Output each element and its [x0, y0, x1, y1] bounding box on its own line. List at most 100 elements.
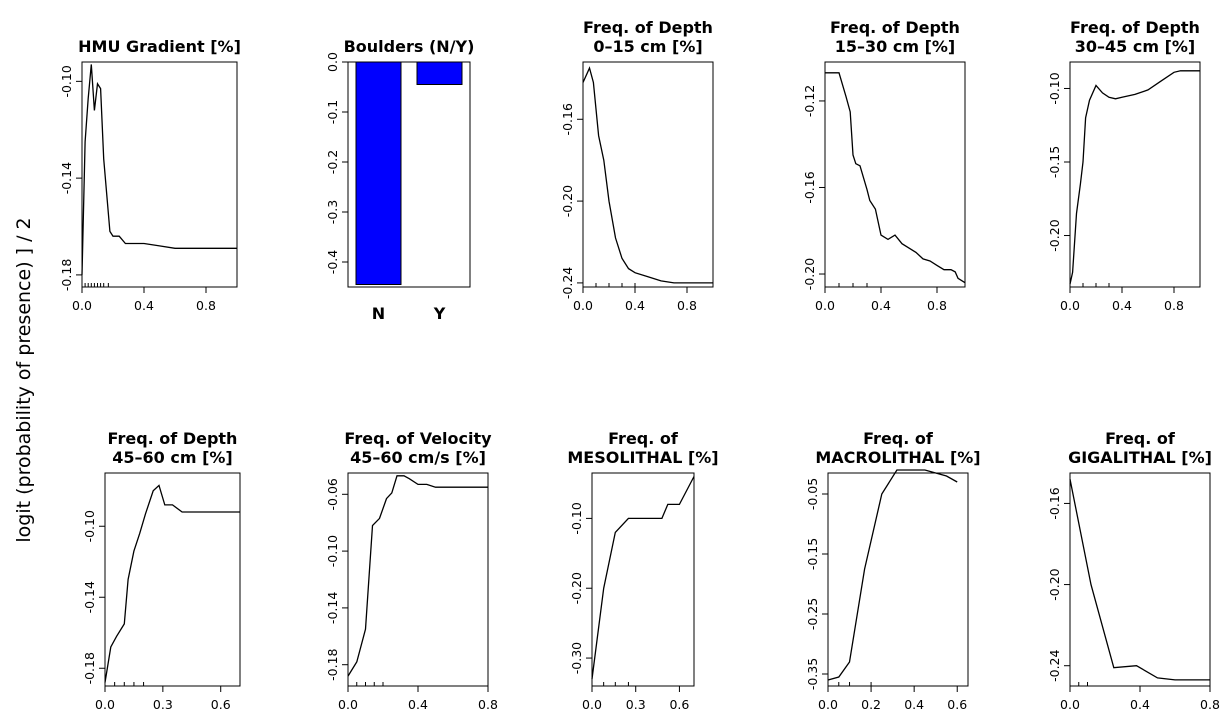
- series-line: [582, 66, 713, 284]
- y-tick-label: -0.20: [802, 258, 817, 290]
- plot-frame: [347, 61, 471, 288]
- x-tick-label: 0.0: [1060, 298, 1080, 313]
- x-tick-label: 0.0: [1060, 697, 1080, 712]
- x-tick-label: 0.4: [1112, 298, 1132, 313]
- y-tick-label: -0.12: [802, 85, 817, 117]
- x-tick-label: 0.4: [625, 298, 645, 313]
- bar: [416, 61, 463, 85]
- y-tick-label: -0.18: [82, 652, 97, 684]
- y-tick-label: -0.10: [59, 65, 74, 97]
- x-tick-label: 0.8: [1164, 298, 1184, 313]
- chart-title: 45–60 cm/s [%]: [350, 448, 486, 467]
- y-tick-label: -0.14: [59, 162, 74, 194]
- y-tick-label: -0.10: [569, 502, 584, 534]
- chart-title: 0–15 cm [%]: [593, 37, 702, 56]
- series-line: [825, 72, 966, 284]
- plot-frame: [104, 472, 241, 687]
- y-tick-label: -0.2: [325, 150, 340, 174]
- x-tick-label: 0.4: [134, 298, 154, 313]
- x-tick-label: 0.0: [338, 697, 358, 712]
- panel-1: HMU Gradient [%] -0.10 -0.14 -0.18 0.0 0.4 0.8: [59, 37, 241, 313]
- x-tick-label: 0.8: [677, 298, 697, 313]
- x-tick-label: 0.0: [582, 697, 602, 712]
- series-line: [1069, 478, 1210, 681]
- x-tick-label: 0.6: [669, 697, 689, 712]
- chart-title: GIGALITHAL [%]: [1068, 448, 1212, 467]
- y-tick-label: -0.16: [1047, 487, 1062, 519]
- x-tick-label: 0.4: [408, 697, 428, 712]
- chart-title: Freq. of Depth: [108, 429, 238, 448]
- y-tick-label: -0.10: [82, 510, 97, 542]
- y-tick-label: -0.06: [325, 478, 340, 510]
- y-tick-label: -0.14: [82, 581, 97, 613]
- chart-title: MESOLITHAL [%]: [567, 448, 718, 467]
- plot-frame: [824, 61, 966, 288]
- y-tick-label: -0.16: [560, 103, 575, 135]
- x-tick-label: 0.2: [861, 697, 881, 712]
- category-label: N: [372, 304, 385, 323]
- y-tick-label: -0.05: [805, 478, 820, 510]
- y-tick-label: 0.0: [325, 52, 340, 72]
- series-line: [347, 475, 488, 677]
- x-tick-label: 0.0: [72, 298, 92, 313]
- series-line: [827, 469, 958, 681]
- x-tick-label: 0.8: [196, 298, 216, 313]
- y-tick-label: -0.3: [325, 200, 340, 224]
- y-tick-label: -0.14: [325, 592, 340, 624]
- x-tick-label: 0.3: [153, 697, 173, 712]
- chart-title: Freq. of Depth: [830, 18, 960, 37]
- x-tick-label: 0.4: [1130, 697, 1150, 712]
- chart-title: Freq. of: [608, 429, 679, 448]
- category-label: Y: [433, 304, 446, 323]
- y-tick-label: -0.16: [802, 171, 817, 203]
- series-line: [1069, 70, 1200, 285]
- chart-title: Freq. of Velocity: [344, 429, 492, 448]
- x-tick-label: 0.4: [904, 697, 924, 712]
- chart-title: 15–30 cm [%]: [835, 37, 955, 56]
- y-tick-label: -0.20: [1047, 219, 1062, 251]
- x-tick-label: 0.0: [573, 298, 593, 313]
- y-tick-label: -0.24: [560, 267, 575, 299]
- series-line: [104, 484, 240, 683]
- x-tick-label: 0.0: [818, 697, 838, 712]
- x-tick-label: 0.6: [947, 697, 967, 712]
- figure-ylabel: logit (probability of presence) ] / 2: [13, 217, 35, 542]
- series-line: [591, 476, 695, 680]
- chart-title: 45–60 cm [%]: [112, 448, 232, 467]
- x-tick-label: 0.6: [211, 697, 231, 712]
- x-tick-label: 0.8: [1200, 697, 1220, 712]
- x-tick-label: 0.0: [815, 298, 835, 313]
- x-tick-label: 0.8: [478, 697, 498, 712]
- y-tick-label: -0.10: [1047, 72, 1062, 104]
- y-tick-label: -0.1: [325, 100, 340, 124]
- y-tick-label: -0.35: [805, 658, 820, 690]
- x-tick-label: 0.3: [626, 697, 646, 712]
- y-tick-label: -0.18: [325, 648, 340, 680]
- series-line: [81, 64, 237, 275]
- bar: [355, 61, 402, 285]
- plot-frame: [1069, 61, 1201, 288]
- chart-title: MACROLITHAL [%]: [815, 448, 980, 467]
- chart-title: Boulders (N/Y): [344, 37, 475, 56]
- chart-title: Freq. of: [863, 429, 934, 448]
- plot-frame: [827, 472, 969, 687]
- x-tick-label: 0.4: [871, 298, 891, 313]
- chart-title: 30–45 cm [%]: [1075, 37, 1195, 56]
- x-tick-label: 0.8: [927, 298, 947, 313]
- chart-title: Freq. of Depth: [583, 18, 713, 37]
- chart-title: Freq. of: [1105, 429, 1176, 448]
- y-tick-label: -0.15: [1047, 146, 1062, 178]
- plot-frame: [591, 472, 695, 687]
- y-tick-label: -0.18: [59, 259, 74, 291]
- panel-2: Boulders (N/Y) 0.0 -0.1 -0.2 -0.3 -0.4 N Y: [325, 37, 474, 323]
- plot-frame: [81, 61, 238, 288]
- chart-title: HMU Gradient [%]: [78, 37, 241, 56]
- panels-layer: HMU Gradient [%] -0.10 -0.14 -0.18 0.0 0.4 0.8…: [59, 18, 1220, 712]
- y-tick-label: -0.20: [569, 572, 584, 604]
